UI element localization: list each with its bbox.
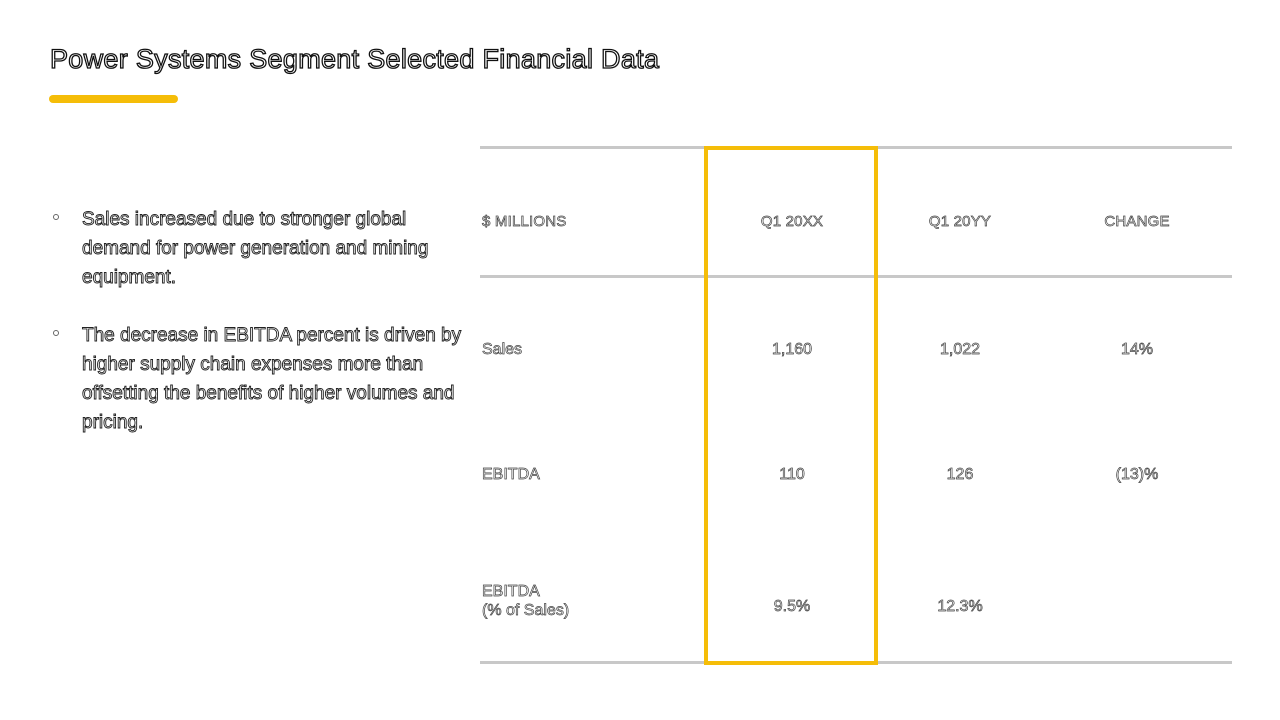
bullet-item: Sales increased due to stronger global d… bbox=[50, 205, 470, 292]
header-change: CHANGE bbox=[1104, 213, 1170, 231]
header-q1-20xx: Q1 20XX bbox=[760, 213, 824, 231]
header-millions: $ MILLIONS bbox=[482, 213, 567, 231]
row-label-ebitda-pct: EBITDA (% of Sales) bbox=[482, 582, 570, 620]
cell-ebitda-q1-20yy: 126 bbox=[946, 466, 974, 484]
title-accent-bar bbox=[49, 95, 178, 103]
cell-sales-q1-20yy: 1,022 bbox=[939, 341, 981, 359]
cell-ebitda-change: (13)% bbox=[1115, 466, 1159, 484]
cell-sales-change: 14% bbox=[1120, 341, 1154, 359]
cell-sales-q1-20xx: 1,160 bbox=[771, 341, 813, 359]
row-label-ebitda: EBITDA bbox=[482, 466, 540, 484]
bullet-text: The decrease in EBITDA percent is driven… bbox=[82, 325, 462, 434]
bullet-list: Sales increased due to stronger global d… bbox=[50, 205, 470, 466]
bullet-item: The decrease in EBITDA percent is driven… bbox=[50, 321, 470, 437]
header-q1-20yy: Q1 20YY bbox=[928, 213, 992, 231]
bullet-dot-icon bbox=[53, 330, 59, 336]
financial-table: $ MILLIONS Q1 20XX Q1 20YY CHANGE Sales … bbox=[480, 146, 1232, 665]
table-header-rule bbox=[480, 275, 1232, 278]
row-label-ebitda-pct-line2: (% of Sales) bbox=[482, 602, 570, 620]
row-label-sales: Sales bbox=[482, 341, 523, 359]
bullet-dot-icon bbox=[53, 214, 59, 220]
slide-title: Power Systems Segment Selected Financial… bbox=[49, 43, 660, 74]
cell-ebitda-pct-q1-20xx: 9.5% bbox=[773, 598, 811, 616]
cell-ebitda-pct-q1-20yy: 12.3% bbox=[937, 598, 983, 616]
cell-ebitda-q1-20xx: 110 bbox=[779, 466, 805, 484]
table-top-rule bbox=[480, 146, 1232, 149]
row-label-ebitda-pct-line1: EBITDA bbox=[482, 583, 540, 601]
table-bottom-rule bbox=[480, 661, 1232, 664]
bullet-text: Sales increased due to stronger global d… bbox=[82, 209, 429, 289]
